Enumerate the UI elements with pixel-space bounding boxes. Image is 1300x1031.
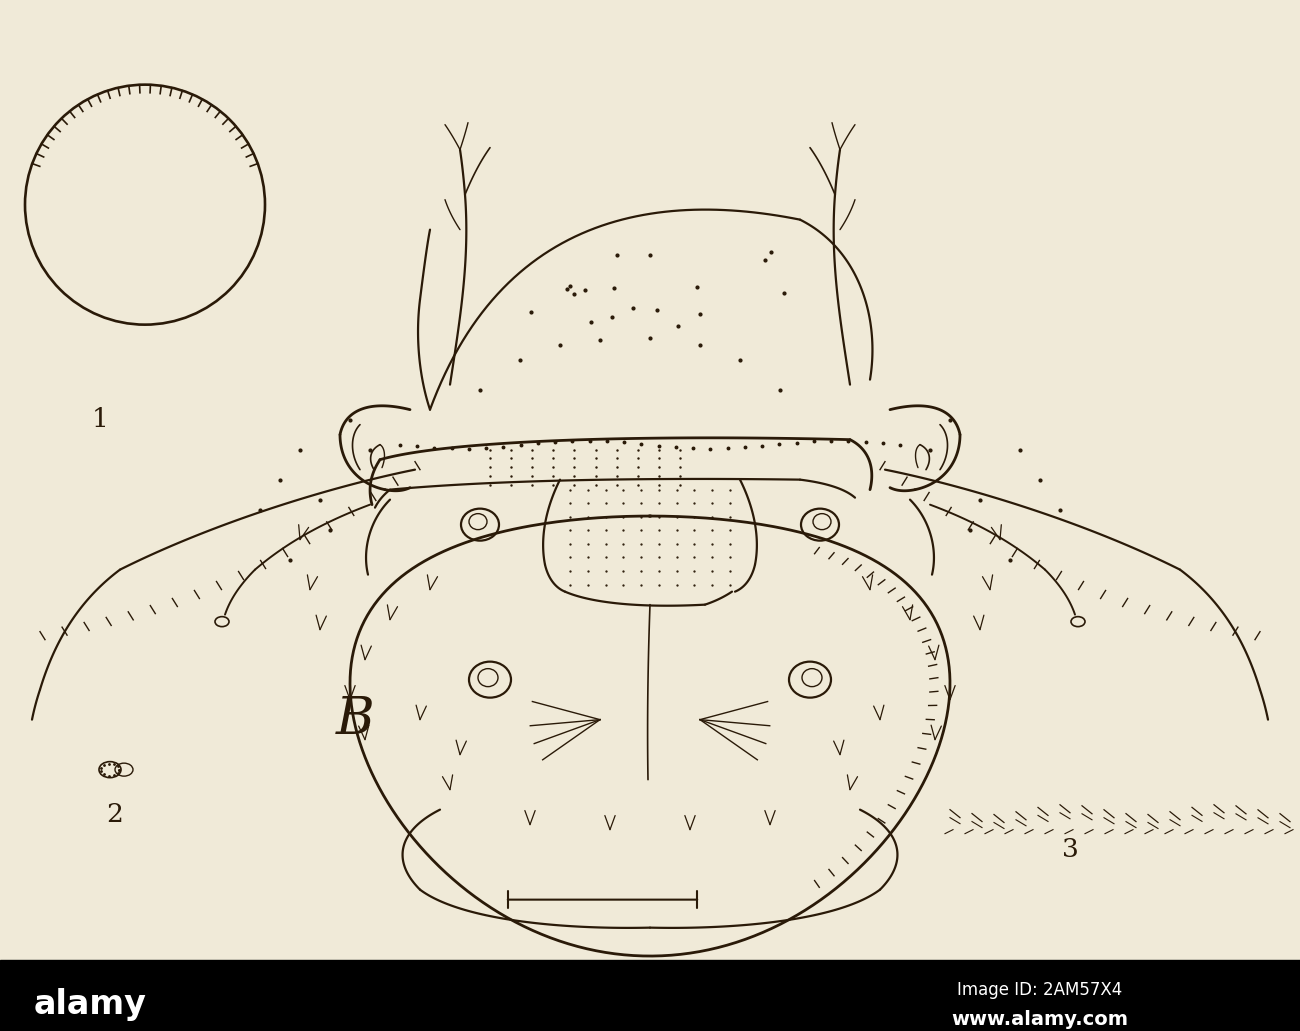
Text: 2: 2 xyxy=(107,802,124,827)
Text: Image ID: 2AM57X4: Image ID: 2AM57X4 xyxy=(957,980,1123,999)
Text: alamy: alamy xyxy=(34,988,147,1021)
Text: 1: 1 xyxy=(91,407,108,432)
Text: 3: 3 xyxy=(1062,837,1079,862)
Bar xyxy=(0,960,1300,1031)
Text: www.alamy.com: www.alamy.com xyxy=(952,1010,1128,1029)
Text: B: B xyxy=(335,694,374,745)
